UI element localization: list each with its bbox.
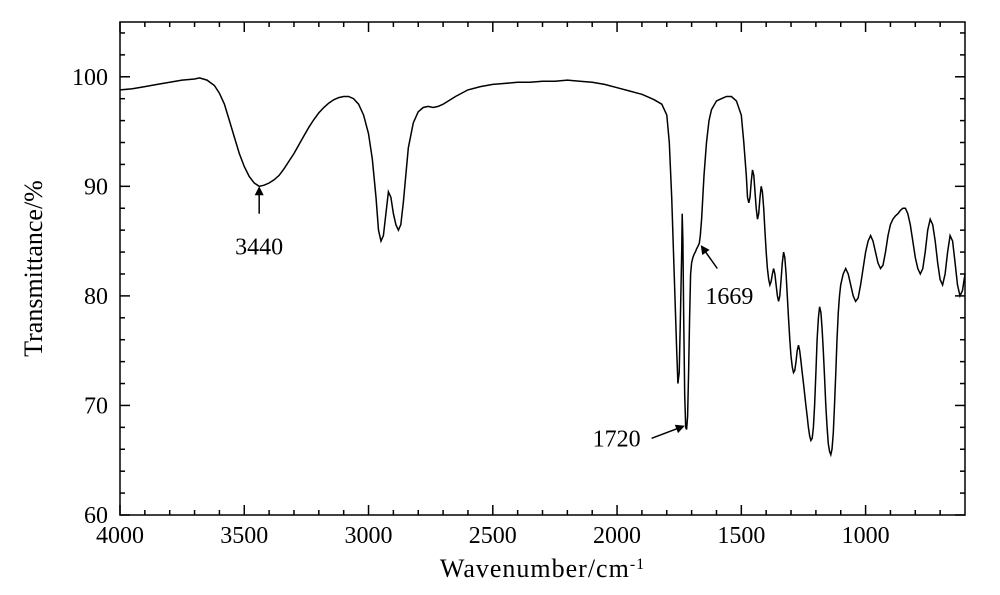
x-tick-label: 1500 xyxy=(717,523,765,549)
x-tick-label: 1000 xyxy=(842,523,890,549)
peak-annotation: 1720 xyxy=(593,426,641,452)
x-axis-label: Wavenumber/cm-1 xyxy=(440,554,645,583)
y-tick-label: 60 xyxy=(84,503,108,529)
y-tick-label: 80 xyxy=(84,284,108,310)
x-tick-label: 2500 xyxy=(469,523,517,549)
y-tick-label: 90 xyxy=(84,174,108,200)
chart-svg: 400035003000250020001500100060708090100W… xyxy=(0,0,1000,595)
x-tick-label: 3500 xyxy=(220,523,268,549)
plot-frame xyxy=(120,22,965,515)
peak-annotation: 3440 xyxy=(235,235,283,261)
peak-annotation: 1669 xyxy=(705,284,753,310)
y-tick-label: 70 xyxy=(84,393,108,419)
y-axis-label: Transmittance/% xyxy=(19,180,48,357)
x-tick-label: 3000 xyxy=(345,523,393,549)
ir-spectrum-chart: 400035003000250020001500100060708090100W… xyxy=(0,0,1000,595)
spectrum-line xyxy=(120,78,965,455)
x-tick-label: 2000 xyxy=(593,523,641,549)
y-tick-label: 100 xyxy=(72,65,108,91)
